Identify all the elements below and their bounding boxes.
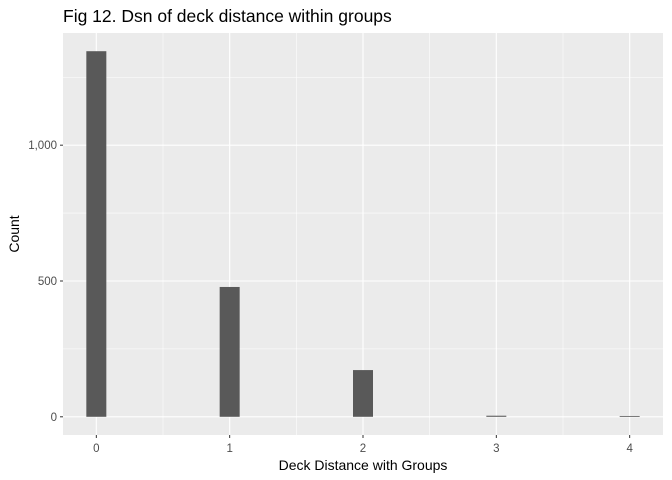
x-tick-label: 3 xyxy=(493,443,499,455)
x-axis: 0 1 2 3 4 xyxy=(93,435,633,455)
x-tick-label: 2 xyxy=(360,443,366,455)
y-axis: 0 500 1,000 xyxy=(28,140,63,424)
x-tick-label: 1 xyxy=(226,443,232,455)
bar xyxy=(86,51,107,417)
y-axis-title: Count xyxy=(6,215,22,252)
x-tick-label: 0 xyxy=(93,443,99,455)
bar xyxy=(619,415,640,417)
x-tick-label: 4 xyxy=(626,443,633,455)
chart-title: Fig 12. Dsn of deck distance within grou… xyxy=(63,6,392,26)
bars xyxy=(86,51,640,417)
y-tick-label: 1,000 xyxy=(28,140,57,152)
x-axis-title: Deck Distance with Groups xyxy=(279,457,448,473)
bar xyxy=(353,370,373,417)
y-tick-label: 0 xyxy=(51,412,57,424)
bar xyxy=(219,286,240,417)
y-tick-label: 500 xyxy=(38,276,57,288)
bar xyxy=(486,415,507,417)
